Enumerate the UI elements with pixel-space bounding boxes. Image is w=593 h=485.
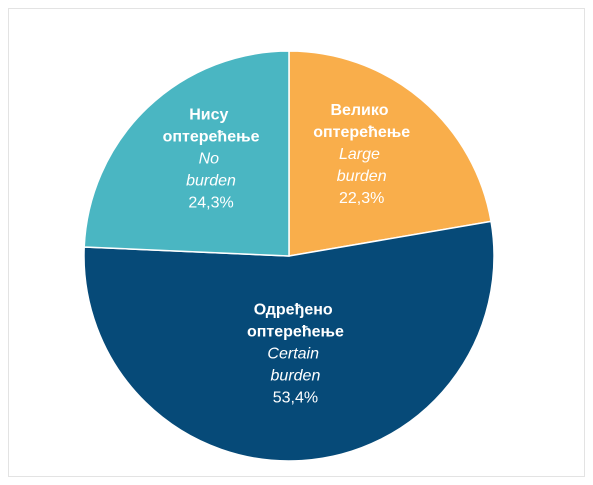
value-label: 22,3% [339,190,384,207]
slice-label-en: Large burden [337,146,387,185]
pie: Велико оптерећење Large burden 22,3% Одређе… [83,50,495,462]
slice-label: Велико оптерећење [313,102,410,141]
value-label: 53,4% [273,389,318,406]
slice-label: Нису оптерећење [163,107,260,146]
pie-slice [83,220,495,462]
pie-slice [288,50,492,257]
value-label: 24,3% [188,195,233,212]
slice-label-en: Certain burden [267,345,323,384]
pie-slice [83,50,290,257]
slice-label-en: No burden [186,151,236,190]
slice-label: Одређено оптерећење [247,301,344,340]
